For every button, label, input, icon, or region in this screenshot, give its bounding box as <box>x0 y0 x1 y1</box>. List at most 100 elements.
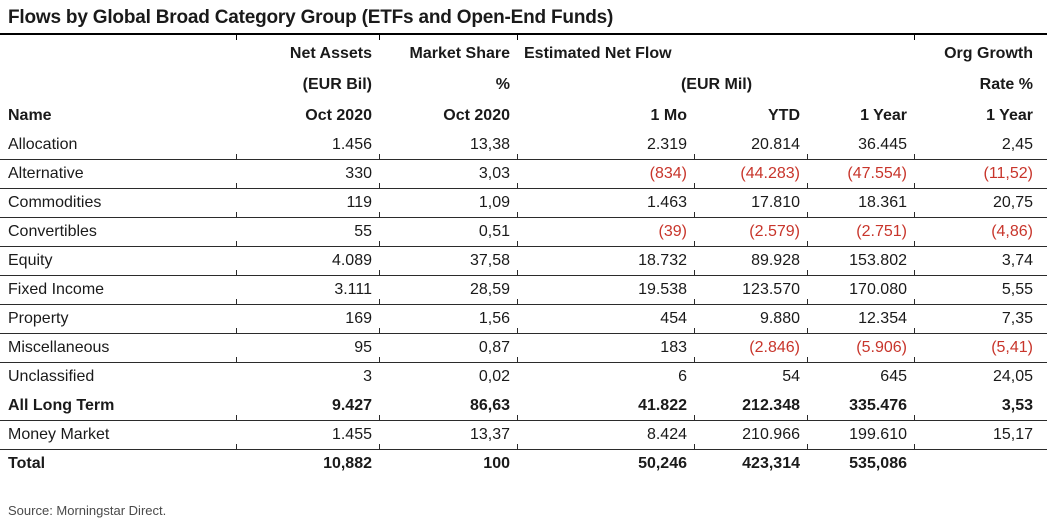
column-divider-tick <box>517 270 518 275</box>
column-divider-tick <box>694 299 695 304</box>
column-divider-tick <box>517 299 518 304</box>
row-name: Miscellaneous <box>8 339 110 356</box>
row-value: (11,52) <box>983 165 1033 182</box>
row-value: 10,882 <box>323 455 372 472</box>
header-period-row: Name Oct 2020 Oct 2020 1 Mo YTD 1 Year 1… <box>0 100 1047 131</box>
row-value: 645 <box>880 368 907 385</box>
column-divider-tick <box>914 154 915 159</box>
table-body: Allocation 1.456 13,38 2.319 20.814 36.4… <box>0 131 1047 479</box>
column-divider-tick <box>807 183 808 188</box>
row-value: 3.111 <box>334 281 372 298</box>
header-unit-row: (EUR Bil) % (EUR Mil) Rate % <box>0 69 1047 100</box>
column-divider-tick <box>694 154 695 159</box>
column-divider-tick <box>517 183 518 188</box>
row-value: 170.080 <box>849 281 907 298</box>
column-divider-tick <box>694 444 695 449</box>
column-divider-tick <box>379 241 380 246</box>
row-value: (2.751) <box>856 223 907 240</box>
row-value: 54 <box>782 368 800 385</box>
row-value: 17.810 <box>751 194 800 211</box>
row-name: Fixed Income <box>8 281 105 298</box>
row-value: 15,17 <box>992 426 1033 443</box>
row-value: 20,75 <box>992 194 1033 211</box>
column-divider-tick <box>694 241 695 246</box>
column-divider-tick <box>807 299 808 304</box>
column-divider-tick <box>807 154 808 159</box>
column-divider-tick <box>236 328 237 333</box>
column-divider-tick <box>236 415 237 420</box>
row-value: (44.283) <box>740 165 800 182</box>
row-value: (2.846) <box>749 339 800 356</box>
row-value: (834) <box>649 165 687 182</box>
table-header: Net Assets Market Share Estimated Net Fl… <box>0 38 1047 131</box>
column-divider-tick <box>517 328 518 333</box>
column-divider-tick <box>807 415 808 420</box>
column-divider-tick <box>807 270 808 275</box>
row-value: 1.463 <box>646 194 687 211</box>
row-value: 423,314 <box>742 455 800 472</box>
column-divider-tick <box>517 241 518 246</box>
column-divider-tick <box>914 444 915 449</box>
row-value: 36.445 <box>858 136 907 153</box>
row-value: 18.361 <box>858 194 907 211</box>
source-note: Source: Morningstar Direct. <box>8 503 167 518</box>
header-net-assets: Net Assets <box>289 44 372 62</box>
column-divider-tick <box>517 444 518 449</box>
column-divider-tick <box>914 415 915 420</box>
column-divider-tick <box>694 212 695 217</box>
table-row: Allocation 1.456 13,38 2.319 20.814 36.4… <box>0 131 1047 160</box>
column-divider-tick <box>807 241 808 246</box>
row-value: 119 <box>346 194 372 211</box>
column-divider-tick <box>379 35 380 40</box>
row-name: Convertibles <box>8 223 97 240</box>
column-divider-tick <box>694 270 695 275</box>
row-value: 37,58 <box>469 252 510 269</box>
row-value: 169 <box>345 310 372 327</box>
row-value: (39) <box>658 223 687 240</box>
row-value: 2.319 <box>646 136 687 153</box>
column-divider-tick <box>379 270 380 275</box>
row-value: 153.802 <box>849 252 907 269</box>
row-value: 1,09 <box>478 194 510 211</box>
row-value: 0,87 <box>478 339 510 356</box>
row-value: 28,59 <box>469 281 510 298</box>
column-divider-tick <box>694 328 695 333</box>
column-divider-tick <box>236 357 237 362</box>
row-value: 183 <box>660 339 687 356</box>
row-value: 20.814 <box>751 136 800 153</box>
column-divider-tick <box>517 35 518 40</box>
header-estimated-net-flow: Estimated Net Flow <box>524 44 672 62</box>
column-divider-tick <box>914 357 915 362</box>
row-value: 13,37 <box>469 426 510 443</box>
header-org-growth-unit: Rate % <box>979 75 1033 93</box>
column-divider-tick <box>236 241 237 246</box>
column-divider-tick <box>379 299 380 304</box>
row-value: (4,86) <box>991 223 1033 240</box>
table-row: All Long Term 9.427 86,63 41.822 212.348… <box>0 392 1047 421</box>
column-divider-tick <box>914 328 915 333</box>
column-divider-tick <box>517 415 518 420</box>
table-row: Fixed Income 3.111 28,59 19.538 123.570 … <box>0 276 1047 305</box>
row-value: 19.538 <box>638 281 687 298</box>
table-row: Commodities 119 1,09 1.463 17.810 18.361… <box>0 189 1047 218</box>
row-name: Total <box>8 455 46 472</box>
row-value: 9.427 <box>331 397 372 414</box>
column-divider-tick <box>694 415 695 420</box>
row-value: 50,246 <box>638 455 687 472</box>
column-divider-tick <box>379 357 380 362</box>
header-1mo: 1 Mo <box>650 106 687 124</box>
row-value: 3 <box>363 368 372 385</box>
header-net-assets-unit: (EUR Bil) <box>302 75 372 93</box>
column-divider-tick <box>694 357 695 362</box>
row-value: 13,38 <box>469 136 510 153</box>
row-value: (5,41) <box>991 339 1033 356</box>
row-value: 3,03 <box>478 165 510 182</box>
column-divider-tick <box>914 299 915 304</box>
table-row: Alternative 330 3,03 (834) (44.283) (47.… <box>0 160 1047 189</box>
column-divider-tick <box>807 357 808 362</box>
header-name: Name <box>8 106 52 124</box>
row-name: Unclassified <box>8 368 95 385</box>
page-title: Flows by Global Broad Category Group (ET… <box>8 7 614 28</box>
row-value: 335.476 <box>849 397 907 414</box>
row-value: 2,45 <box>1001 136 1033 153</box>
